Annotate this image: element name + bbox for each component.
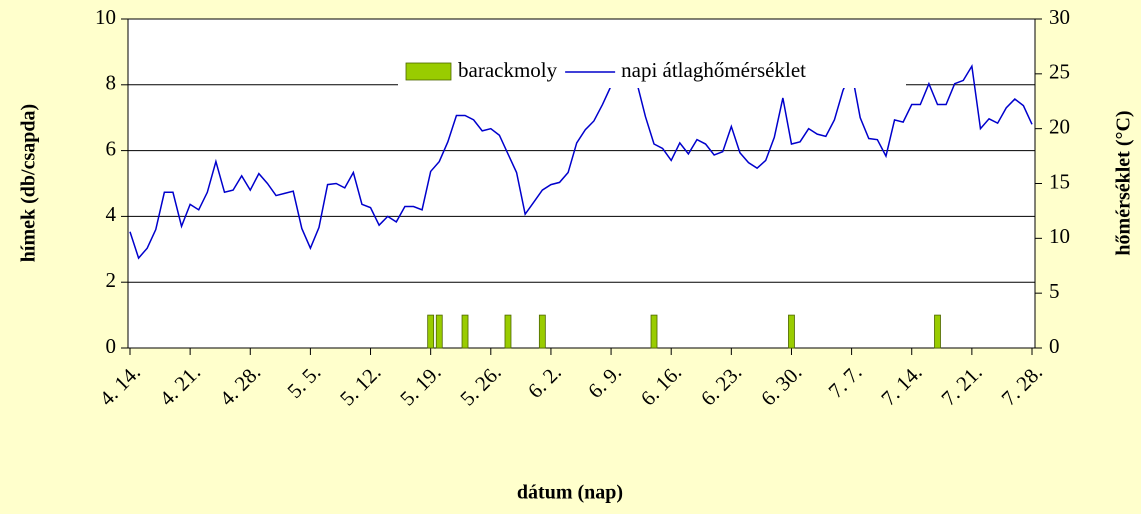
bar: [538, 314, 546, 349]
bar: [934, 314, 941, 349]
y2-tick-label: 15: [1049, 169, 1070, 193]
temperature-line: [129, 63, 1033, 260]
y-tick-label: 2: [106, 268, 117, 292]
y-tick-label: 10: [95, 5, 116, 29]
y2-tick-label: 30: [1049, 5, 1070, 29]
legend-swatch: [405, 62, 452, 81]
bar: [435, 314, 443, 349]
y-tick-label: 8: [106, 71, 117, 95]
bar: [427, 314, 435, 349]
x-axis-title: dátum (nap): [517, 482, 623, 504]
legend-box: [398, 58, 906, 88]
y-tick-label: 4: [106, 202, 117, 226]
y2-tick-label: 5: [1049, 279, 1060, 303]
legend-label: barackmoly: [458, 58, 558, 82]
y2-tick-label: 25: [1049, 60, 1070, 84]
y2-tick-label: 10: [1049, 224, 1070, 248]
y2-axis-title: hőmérséklet (°C): [1113, 110, 1135, 255]
y-tick-label: 6: [106, 136, 117, 160]
bar: [788, 314, 795, 349]
y2-tick-label: 20: [1049, 114, 1070, 138]
legend-label: napi átlaghőmérséklet: [621, 58, 806, 82]
bar: [504, 314, 512, 349]
y2-tick-label: 0: [1049, 334, 1060, 358]
bar: [650, 314, 658, 349]
y-axis-title: hímek (db/csapda): [18, 104, 40, 262]
bar: [461, 314, 469, 349]
y-tick-label: 0: [106, 334, 117, 358]
